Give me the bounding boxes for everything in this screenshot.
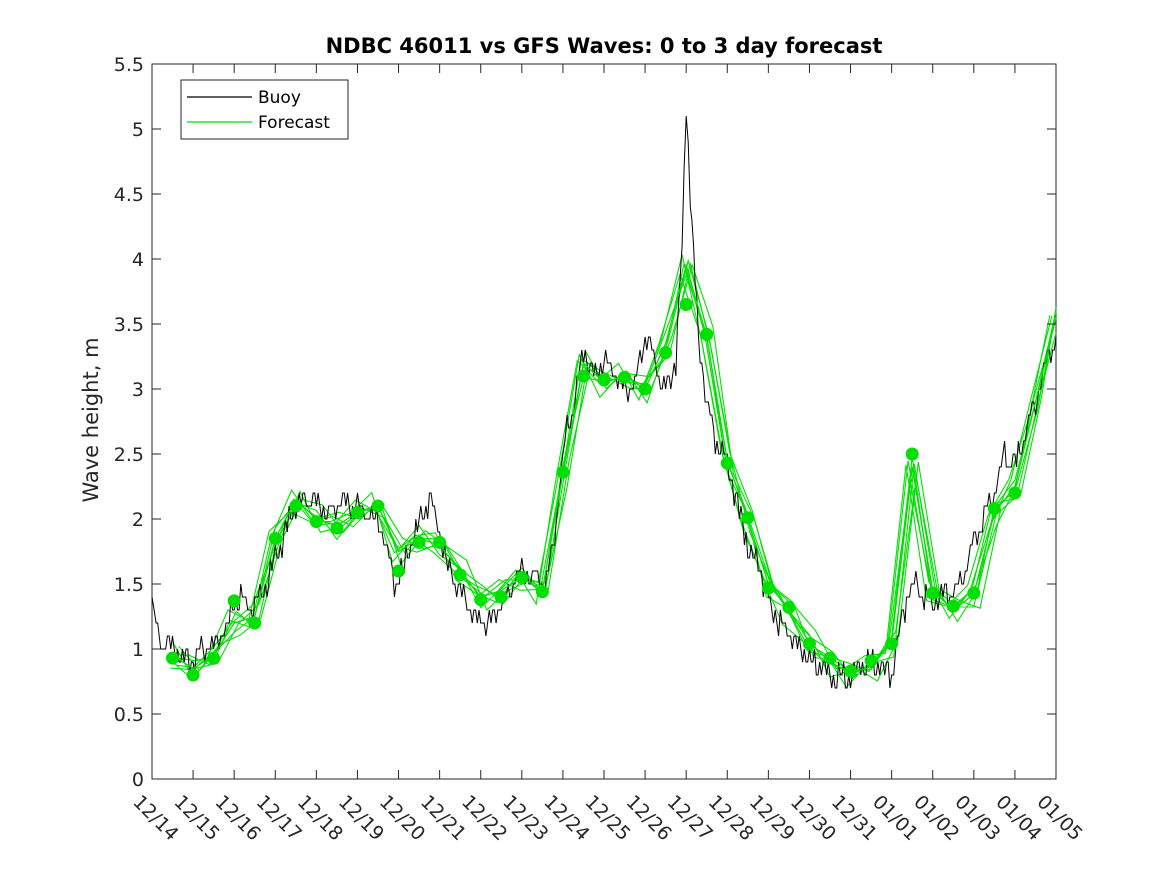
forecast-marker [720, 456, 734, 470]
chart-title: NDBC 46011 vs GFS Waves: 0 to 3 day fore… [326, 34, 883, 58]
forecast-marker [453, 568, 467, 582]
forecast-marker [309, 515, 323, 529]
y-tick-label: 4 [132, 249, 144, 271]
forecast-marker [166, 651, 180, 665]
forecast-marker [926, 586, 940, 600]
legend-forecast-label: Forecast [258, 113, 330, 133]
forecast-marker [885, 637, 899, 651]
forecast-marker [1008, 486, 1022, 500]
forecast-marker [535, 585, 549, 599]
series-layer [151, 115, 1057, 689]
forecast-marker [330, 521, 344, 535]
y-tick-label: 5 [132, 119, 144, 141]
y-tick-label: 2 [132, 509, 144, 531]
y-tick-label: 5.5 [114, 54, 144, 76]
plot-area [151, 63, 1057, 780]
forecast-marker [289, 499, 303, 513]
y-tick-label: 3 [132, 379, 144, 401]
forecast-marker [782, 600, 796, 614]
forecast-marker [679, 298, 693, 311]
forecast-marker [207, 651, 221, 665]
y-tick-label: 4.5 [114, 184, 144, 206]
forecast-member-line [178, 263, 1057, 682]
forecast-marker [392, 564, 406, 578]
legend-box [180, 79, 349, 140]
forecast-marker [823, 651, 837, 665]
y-tick-label: 0 [132, 769, 144, 791]
y-tick-label: 0.5 [114, 704, 144, 726]
forecast-marker [700, 327, 714, 341]
forecast-marker [371, 499, 385, 513]
forecast-marker [227, 594, 241, 608]
y-tick-label: 1.5 [114, 574, 144, 596]
forecast-marker [412, 535, 426, 549]
forecast-marker [905, 447, 919, 461]
forecast-marker [494, 590, 508, 604]
y-tick-label: 1 [132, 639, 144, 661]
forecast-marker [186, 668, 200, 682]
forecast-marker [864, 654, 878, 668]
forecast-marker [844, 664, 858, 678]
forecast-marker [474, 593, 488, 607]
legend-buoy-label: Buoy [258, 88, 301, 108]
forecast-marker [576, 369, 590, 383]
forecast-marker [350, 506, 364, 519]
y-tick-label: 3.5 [114, 314, 144, 336]
legend: Buoy Forecast [180, 79, 349, 140]
forecast-marker [433, 535, 447, 549]
forecast-marker [268, 532, 282, 545]
buoy-line [151, 115, 1057, 689]
forecast-marker [659, 346, 673, 360]
forecast-marker [741, 511, 755, 525]
forecast-marker [515, 571, 529, 584]
forecast-marker [248, 616, 262, 630]
forecast-marker [618, 370, 632, 384]
forecast-marker [761, 581, 775, 595]
forecast-marker [638, 382, 652, 396]
forecast-marker [597, 373, 611, 387]
forecast-marker [802, 637, 816, 651]
y-axis-label: Wave height, m [79, 337, 103, 502]
forecast-marker [967, 586, 981, 600]
y-tick-label: 2.5 [114, 444, 144, 466]
forecast-marker [987, 502, 1001, 516]
forecast-marker [556, 465, 570, 479]
forecast-marker [946, 599, 960, 613]
